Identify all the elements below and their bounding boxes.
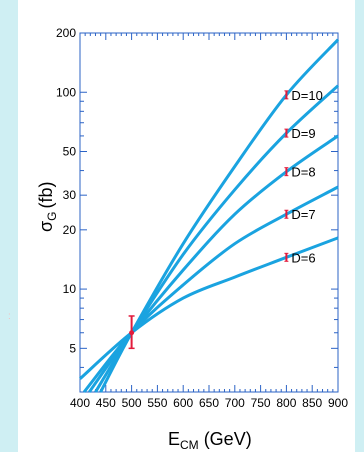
x-tick-label: 600 <box>173 396 193 410</box>
reference-point <box>129 330 135 336</box>
tick-marks <box>79 32 339 393</box>
curve-label-d10: D=10 <box>291 88 322 103</box>
y-tick-label: 50 <box>63 145 77 159</box>
y-tick-label: 20 <box>63 223 77 237</box>
y-axis-title: σG(fb) <box>36 182 59 232</box>
x-tick-label: 750 <box>251 396 271 410</box>
x-tick-label: 800 <box>276 396 296 410</box>
y-tick-labels: 5 10 20 30 50 100 200 <box>56 26 76 355</box>
x-tick-label: 650 <box>199 396 219 410</box>
x-axis-title: ECM (GeV) <box>168 429 252 452</box>
left-background-strip <box>0 0 18 452</box>
curve-label-d9: D=9 <box>291 126 315 141</box>
y-tick-label: 100 <box>56 85 76 99</box>
curve-label-d7: D=7 <box>291 207 315 222</box>
right-background-strip <box>355 0 364 452</box>
x-tick-label: 500 <box>122 396 142 410</box>
curve-d7 <box>82 185 339 393</box>
x-tick-label: 550 <box>147 396 167 410</box>
markers <box>128 90 289 350</box>
y-tick-label: 30 <box>63 188 77 202</box>
curve-label-d6: D=6 <box>291 250 315 265</box>
curve-label-d8: D=8 <box>291 165 315 180</box>
x-tick-label: 400 <box>70 396 90 410</box>
chart-panel <box>18 0 355 452</box>
y-tick-label: 10 <box>63 282 77 296</box>
curve-labels: D=10 D=9 D=8 D=7 D=6 <box>291 88 322 265</box>
x-tick-label: 700 <box>225 396 245 410</box>
x-tick-label: 900 <box>328 396 348 410</box>
x-tick-label: 450 <box>96 396 116 410</box>
y-tick-label: 5 <box>69 341 76 355</box>
curve-d6 <box>78 236 339 380</box>
x-tick-labels: 400 450 500 550 600 650 700 750 800 850 900 <box>70 396 348 410</box>
y-tick-label: 200 <box>56 26 76 40</box>
faint-mark: : <box>8 311 11 322</box>
x-tick-label: 850 <box>302 396 322 410</box>
